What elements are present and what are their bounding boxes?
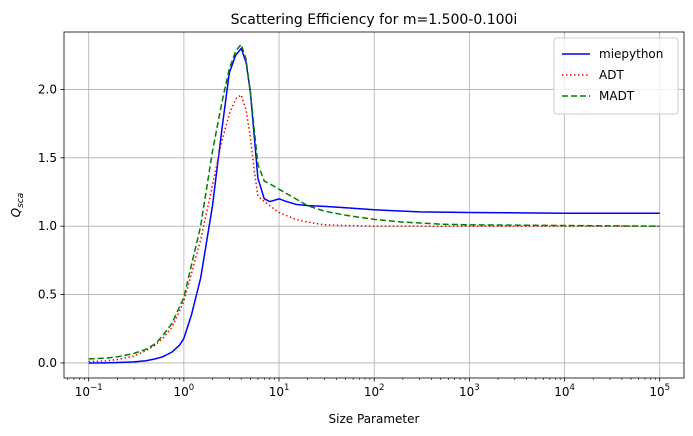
series-line-miepython <box>88 47 660 364</box>
y-tick-label: 2.0 <box>38 82 57 96</box>
y-axis-label: Qsca <box>9 193 26 218</box>
y-tick-label: 1.0 <box>38 219 57 233</box>
legend-label: miepython <box>599 47 663 61</box>
y-axis: 0.0 0.5 1.0 1.5 2.0 <box>38 82 64 370</box>
series-layer <box>88 43 660 364</box>
x-tick-label: 105 <box>649 383 670 399</box>
x-tick-label: 102 <box>364 383 385 399</box>
series-line-adt <box>88 94 660 363</box>
chart-title: Scattering Efficiency for m=1.500-0.100i <box>231 12 518 28</box>
series-line-madt <box>88 43 660 360</box>
y-tick-label: 0.5 <box>38 288 57 302</box>
y-tick-label: 0.0 <box>38 356 57 370</box>
x-tick-label: 104 <box>554 383 575 399</box>
x-tick-label: 100 <box>174 383 195 399</box>
x-axis: 10−1 100 101 102 103 104 105 <box>67 378 670 399</box>
x-tick-label: 103 <box>459 383 480 399</box>
legend-label: MADT <box>599 89 635 103</box>
x-axis-label: Size Parameter <box>329 412 420 426</box>
y-tick-label: 1.5 <box>38 151 57 165</box>
legend-label: ADT <box>599 68 624 82</box>
x-tick-label: 10−1 <box>75 383 103 399</box>
x-tick-label: 101 <box>269 383 290 399</box>
legend: miepython ADT MADT <box>553 37 679 115</box>
legend-box <box>553 37 679 115</box>
